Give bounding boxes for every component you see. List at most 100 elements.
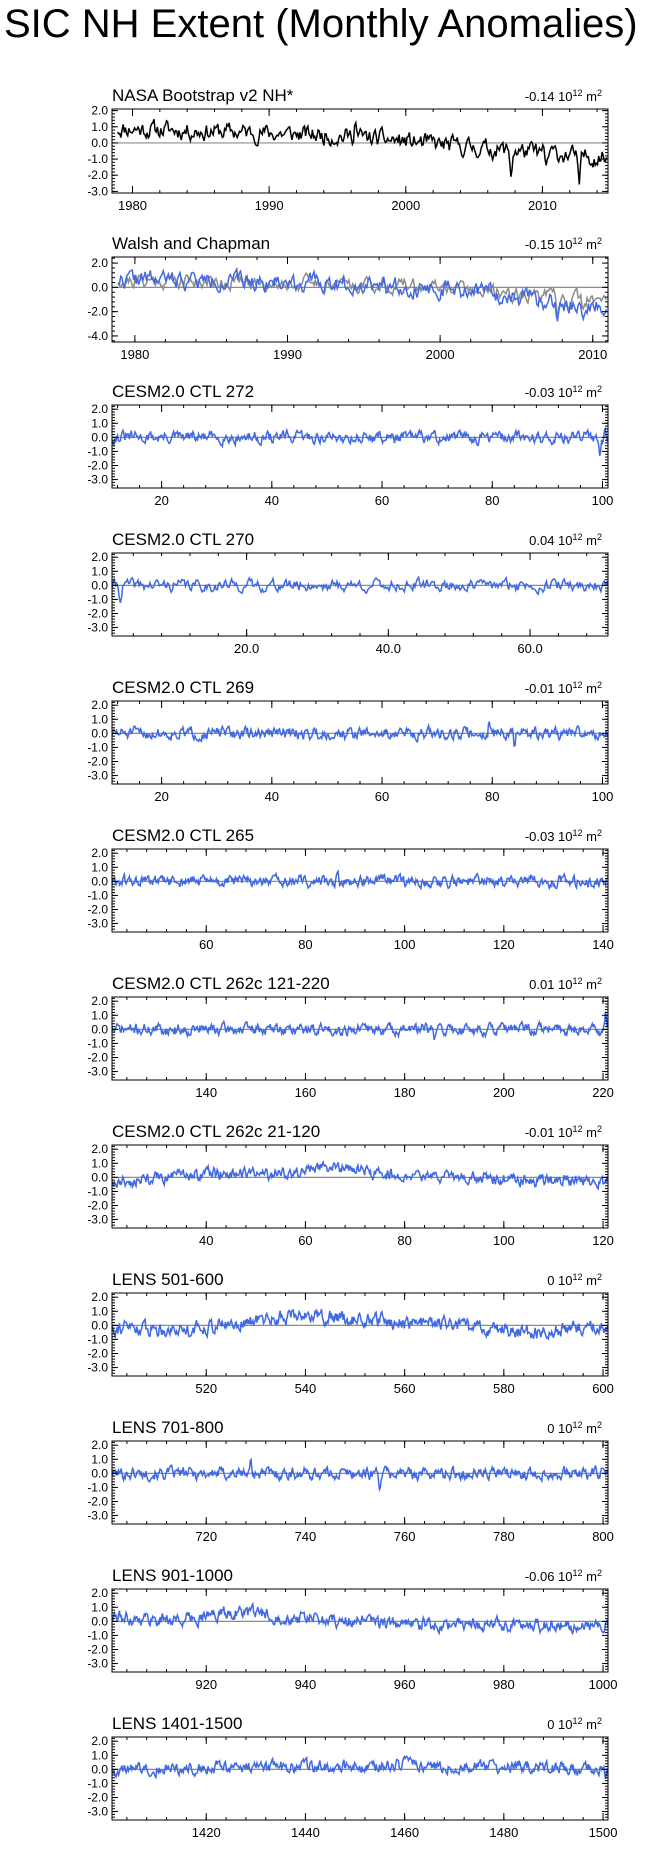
y-tick-label: -1.0 (87, 740, 108, 754)
y-tick-label: 1.0 (91, 860, 108, 874)
x-tick-label: 120 (493, 937, 515, 952)
y-tick-label: 2.0 (91, 1290, 108, 1304)
chart-panel: CESM2.0 CTL 262c 121-220 0.01 1012 m2 2.0 1… (87, 974, 614, 1100)
y-tick-label: -3.0 (87, 769, 108, 783)
y-tick-label: -3.0 (87, 184, 108, 198)
x-tick-label: 40 (265, 789, 279, 804)
y-tick-label: 0.0 (91, 1022, 108, 1036)
x-tick-label: 520 (195, 1381, 217, 1396)
y-tick-label: 0.0 (91, 280, 108, 294)
series-line (112, 1457, 608, 1492)
x-tick-label: 200 (493, 1085, 515, 1100)
y-tick-label: -2.0 (87, 1790, 108, 1804)
x-tick-label: 100 (592, 493, 614, 508)
chart-panel: CESM2.0 CTL 272 -0.03 1012 m2 2.01.00.0-1.… (87, 382, 613, 508)
x-tick-label: 60 (298, 1233, 312, 1248)
x-tick-label: 180 (394, 1085, 416, 1100)
x-tick-label: 80 (485, 789, 499, 804)
page-title: SIC NH Extent (Monthly Anomalies) (4, 2, 638, 46)
y-tick-label: -1.0 (87, 888, 108, 902)
series-line (112, 1754, 608, 1780)
plot-frame (111, 700, 609, 785)
chart-title: CESM2.0 CTL 272 (112, 382, 254, 401)
y-tick-label: -3.0 (87, 1509, 108, 1523)
series-line (117, 271, 608, 320)
chart-panel: LENS 701-800 0 1012 m2 2.01.00.0-1.0-2.0-3… (87, 1418, 614, 1544)
x-tick-label: 960 (394, 1677, 416, 1692)
chart-panel: LENS 901-1000 -0.06 1012 m22.01.00.0-1.0-… (87, 1566, 617, 1692)
y-tick-label: 1.0 (91, 1156, 108, 1170)
chart-stat-label: -0.01 1012 m2 (525, 680, 602, 696)
plot-frame (111, 1588, 609, 1673)
series-line (112, 575, 608, 603)
x-tick-label: 1990 (273, 347, 302, 362)
x-tick-label: 760 (394, 1529, 416, 1544)
y-tick-label: 1.0 (91, 416, 108, 430)
chart-stat-label: -0.15 1012 m2 (525, 236, 602, 252)
chart-stat-label: 0.04 1012 m2 (529, 532, 602, 548)
x-tick-label: 1460 (390, 1825, 419, 1840)
series-line (112, 427, 608, 456)
plot-frame (111, 1292, 609, 1377)
chart-stat-label: -0.06 1012 m2 (525, 1568, 602, 1584)
chart-stat-label: -0.14 1012 m2 (525, 88, 602, 104)
x-tick-label: 740 (295, 1529, 317, 1544)
chart-title: NASA Bootstrap v2 NH* (112, 86, 294, 105)
chart-title: CESM2.0 CTL 262c 121-220 (112, 974, 330, 993)
y-tick-label: 0.0 (91, 726, 108, 740)
y-tick-label: 1.0 (91, 120, 108, 134)
x-tick-label: 220 (592, 1085, 614, 1100)
x-tick-label: 40 (265, 493, 279, 508)
x-tick-label: 600 (592, 1381, 614, 1396)
y-tick-label: -3.0 (87, 473, 108, 487)
x-tick-label: 1000 (589, 1677, 618, 1692)
y-tick-label: -2.0 (87, 458, 108, 472)
y-tick-label: 0.0 (91, 1762, 108, 1776)
plot-frame (111, 108, 609, 194)
chart-stat-label: 0.01 1012 m2 (529, 976, 602, 992)
plot-frame (111, 1440, 609, 1525)
x-tick-label: 1980 (118, 198, 147, 213)
y-tick-label: -3.0 (87, 1361, 108, 1375)
chart-panel: CESM2.0 CTL 269 -0.01 1012 m2 2.01.00.0-1.… (87, 678, 613, 804)
y-tick-label: 1.0 (91, 564, 108, 578)
y-tick-label: -2.0 (87, 168, 108, 182)
y-tick-label: -3.0 (87, 1805, 108, 1819)
y-tick-label: -2.0 (87, 1198, 108, 1212)
series-line (112, 1159, 608, 1191)
y-tick-label: 1.0 (91, 1600, 108, 1614)
chart-panel: CESM2.0 CTL 265 -0.03 1012 m2 2.01.00.0-1.… (87, 826, 614, 952)
x-tick-label: 2010 (578, 347, 607, 362)
x-tick-label: 2000 (391, 198, 420, 213)
y-tick-label: 0.0 (91, 1170, 108, 1184)
y-tick-label: 0.0 (91, 136, 108, 150)
chart-panel: LENS 501-600 0 1012 m2 2.01.00.0-1.0-2.0-3… (87, 1270, 614, 1396)
plot-frame (111, 1144, 609, 1229)
y-tick-label: -2.0 (87, 754, 108, 768)
y-tick-label: -1.0 (87, 1036, 108, 1050)
y-tick-label: 0.0 (91, 578, 108, 592)
y-tick-label: 1.0 (91, 712, 108, 726)
x-tick-label: 40.0 (376, 641, 401, 656)
y-tick-label: -2.0 (87, 902, 108, 916)
chart-title: CESM2.0 CTL 265 (112, 826, 254, 845)
x-tick-label: 2010 (528, 198, 557, 213)
chart-stat-label: -0.01 1012 m2 (525, 1124, 602, 1140)
y-tick-label: 2.0 (91, 994, 108, 1008)
y-tick-label: 2.0 (91, 104, 108, 118)
y-tick-label: -3.0 (87, 1213, 108, 1227)
x-tick-label: 560 (394, 1381, 416, 1396)
x-tick-label: 40 (199, 1233, 213, 1248)
x-tick-label: 720 (195, 1529, 217, 1544)
plot-frame (111, 996, 609, 1081)
chart-title: LENS 901-1000 (112, 1566, 233, 1585)
chart-title: CESM2.0 CTL 262c 21-120 (112, 1122, 320, 1141)
y-tick-label: -2.0 (87, 1050, 108, 1064)
y-tick-label: 0.0 (91, 1318, 108, 1332)
series-line (112, 1011, 608, 1041)
y-tick-label: -1.0 (87, 152, 108, 166)
y-tick-label: 2.0 (91, 1142, 108, 1156)
x-tick-label: 780 (493, 1529, 515, 1544)
y-tick-label: 1.0 (91, 1304, 108, 1318)
